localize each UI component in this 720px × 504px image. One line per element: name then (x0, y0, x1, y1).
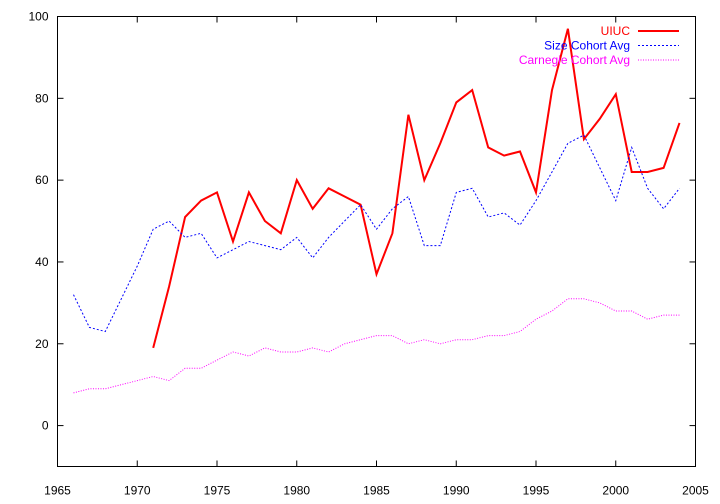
series-line-0 (152, 28, 681, 349)
x-tick-label: 1975 (204, 484, 231, 498)
x-tick-label: 1985 (363, 484, 390, 498)
legend-label: Size Cohort Avg (544, 39, 630, 53)
series-line-2 (73, 298, 680, 394)
y-tick-label: 100 (28, 10, 48, 24)
series-line-1 (73, 134, 680, 333)
y-tick-label: 40 (35, 255, 49, 269)
series-lines (73, 28, 681, 394)
plot-frame (57, 16, 696, 467)
y-tick-label: 0 (42, 419, 49, 433)
x-tick-label: 1980 (283, 484, 310, 498)
legend-label: Carnegie Cohort Avg (519, 53, 630, 67)
y-tick-label: 80 (35, 91, 49, 105)
legend-label: UIUC (601, 24, 631, 38)
x-tick-label: 1970 (124, 484, 151, 498)
x-tick-label: 2000 (602, 484, 629, 498)
x-tick-label: 1995 (523, 484, 550, 498)
x-tick-label: 1965 (44, 484, 71, 498)
x-tick-label: 1990 (443, 484, 470, 498)
tick-marks (57, 16, 696, 467)
tick-labels: 1965 1970 1975 1980 1985 1990 1995 2000 2005 0 20 4… (28, 10, 709, 498)
x-tick-label: 2005 (682, 484, 709, 498)
y-tick-label: 20 (35, 337, 49, 351)
y-tick-label: 60 (35, 173, 49, 187)
